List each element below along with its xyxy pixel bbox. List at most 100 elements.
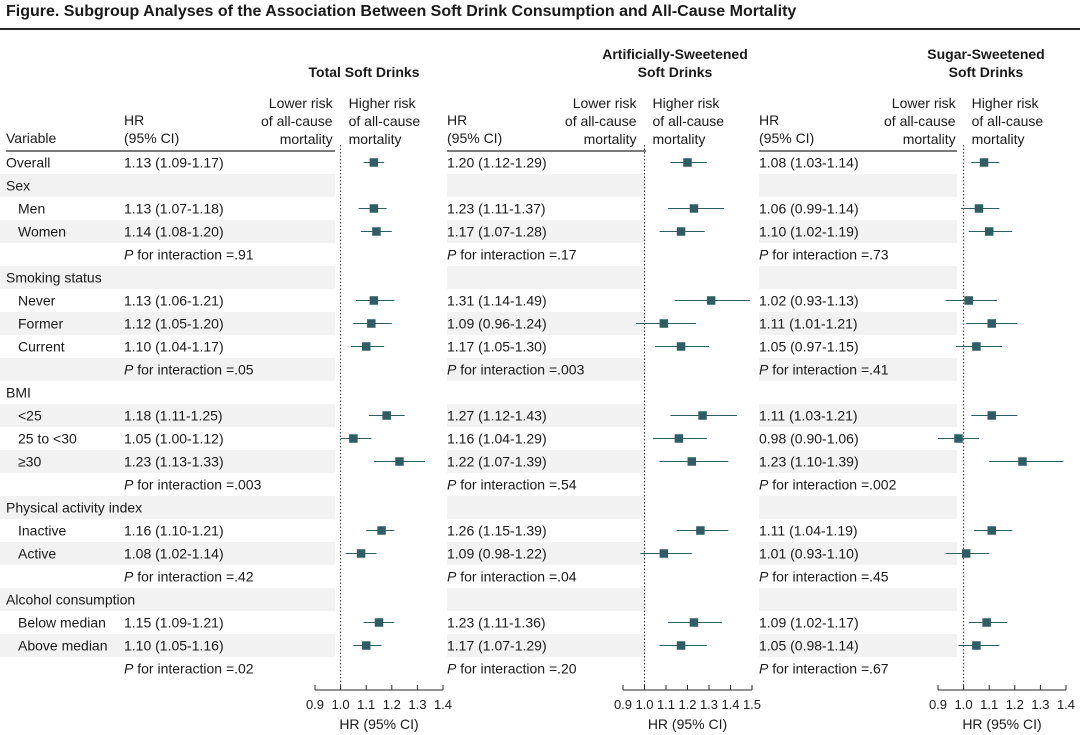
hr-value-text: 1.20 (1.12-1.29) (447, 155, 547, 171)
hr-marker (964, 296, 973, 305)
x-tick-label: 1.1 (657, 697, 675, 712)
hr-value-text: 1.26 (1.15-1.39) (447, 523, 547, 539)
hr-marker (674, 434, 684, 443)
row-shade (759, 634, 957, 657)
x-tick-label: 1.4 (434, 697, 452, 712)
row-label: Inactive (18, 523, 66, 539)
lower-risk-label: Lower risk (573, 95, 638, 111)
hr-value-text: 1.16 (1.10-1.21) (124, 523, 224, 539)
hr-marker (696, 526, 705, 535)
hr-header: HR (759, 112, 779, 128)
hr-header: (95% CI) (759, 130, 814, 146)
row-label: Overall (6, 155, 50, 171)
p-interaction-text: P for interaction =.003 (124, 477, 262, 493)
lower-risk-label: of all-cause (261, 113, 333, 129)
hr-header: HR (124, 112, 144, 128)
row-shade (759, 266, 957, 289)
row-shade (0, 404, 335, 427)
hr-value-text: 1.23 (1.13-1.33) (124, 454, 224, 470)
row-shade (759, 220, 957, 243)
row-shade (0, 588, 335, 611)
lower-risk-label: Lower risk (269, 95, 334, 111)
p-interaction-text: P for interaction =.41 (759, 362, 889, 378)
x-tick-label: 1.5 (743, 697, 761, 712)
p-interaction-text: P for interaction =.20 (447, 661, 577, 677)
row-shade (0, 450, 335, 473)
hr-value-text: 1.23 (1.11-1.36) (447, 615, 546, 631)
row-shade (447, 450, 646, 473)
row-shade (447, 404, 646, 427)
hr-marker (987, 411, 997, 420)
hr-value-text: 1.08 (1.02-1.14) (124, 546, 224, 562)
hr-marker (377, 526, 386, 535)
row-shade (447, 542, 646, 565)
row-shade (447, 220, 646, 243)
hr-value-text: 1.27 (1.12-1.43) (447, 408, 547, 424)
higher-risk-label: mortality (972, 131, 1025, 147)
hr-header: (95% CI) (124, 130, 179, 146)
row-shade (759, 174, 957, 197)
hr-value-text: 1.23 (1.10-1.39) (759, 454, 859, 470)
x-tick-label: 1.2 (383, 697, 401, 712)
row-label: Above median (18, 638, 108, 654)
row-label: Below median (18, 615, 106, 631)
row-shade (759, 358, 957, 381)
group-label: BMI (6, 385, 31, 401)
hr-marker (689, 204, 699, 213)
row-label: 25 to <30 (18, 431, 77, 447)
p-interaction-text: P for interaction =.002 (759, 477, 897, 493)
hr-marker (369, 158, 379, 167)
x-tick-label: 1.4 (1057, 697, 1075, 712)
hr-value-text: 1.13 (1.09-1.17) (124, 155, 224, 171)
panel-title: Artificially-Sweetened (602, 46, 748, 62)
row-label: <25 (18, 408, 42, 424)
row-shade (447, 266, 646, 289)
higher-risk-label: mortality (349, 131, 402, 147)
group-label: Physical activity index (6, 500, 142, 516)
x-tick-label: 1.3 (1031, 697, 1049, 712)
group-label: Smoking status (6, 270, 102, 286)
x-tick-label: 1.1 (980, 697, 998, 712)
hr-value-text: 1.13 (1.07-1.18) (124, 201, 224, 217)
higher-risk-label: of all-cause (653, 113, 725, 129)
hr-value-text: 1.10 (1.04-1.17) (124, 339, 224, 355)
x-tick-label: 1.2 (1006, 697, 1024, 712)
row-shade (0, 220, 335, 243)
hr-value-text: 1.14 (1.08-1.20) (124, 224, 224, 240)
x-tick-label: 1.3 (408, 697, 426, 712)
row-shade (447, 496, 646, 519)
row-shade (759, 542, 957, 565)
hr-marker (676, 641, 686, 650)
row-shade (759, 312, 957, 335)
p-interaction-text: P for interaction =.45 (759, 569, 889, 585)
hr-value-text: 1.13 (1.06-1.21) (124, 293, 224, 309)
hr-marker (954, 434, 963, 443)
higher-risk-label: of all-cause (349, 113, 421, 129)
hr-header: HR (447, 112, 467, 128)
x-tick-label: 1.2 (678, 697, 696, 712)
higher-risk-label: mortality (653, 131, 706, 147)
hr-marker (361, 342, 371, 351)
row-label: Never (18, 293, 56, 309)
p-interaction-text: P for interaction =.67 (759, 661, 889, 677)
row-shade (447, 358, 646, 381)
hr-value-text: 1.22 (1.07-1.39) (447, 454, 547, 470)
hr-value-text: 1.08 (1.03-1.14) (759, 155, 859, 171)
x-tick-label: 1.0 (332, 697, 350, 712)
row-shade (0, 174, 335, 197)
x-tick-label: 1.0 (955, 697, 973, 712)
row-shade (759, 588, 957, 611)
row-shade (0, 634, 335, 657)
hr-value-text: 1.09 (1.02-1.17) (759, 615, 859, 631)
x-tick-label: 1.1 (357, 697, 375, 712)
row-shade (759, 450, 957, 473)
panel-title: Soft Drinks (638, 64, 713, 80)
row-label: Women (18, 224, 66, 240)
row-shade (759, 496, 957, 519)
hr-value-text: 1.17 (1.07-1.29) (447, 638, 547, 654)
lower-risk-label: mortality (280, 131, 333, 147)
lower-risk-label: mortality (584, 131, 637, 147)
hr-value-text: 1.10 (1.02-1.19) (759, 224, 859, 240)
hr-value-text: 1.16 (1.04-1.29) (447, 431, 547, 447)
hr-marker (659, 549, 669, 558)
